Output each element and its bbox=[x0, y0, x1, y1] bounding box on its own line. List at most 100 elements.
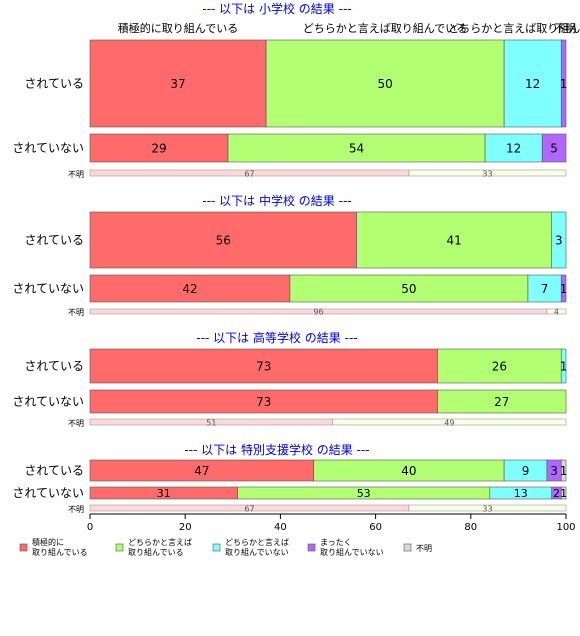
legend-label: 不明 bbox=[416, 544, 432, 553]
unknown-bar-segment bbox=[546, 308, 567, 315]
group-title: --- 以下は 小学校 の結果 --- bbox=[202, 1, 351, 16]
unknown-row-label: 不明 bbox=[68, 419, 84, 428]
unknown-bar-segment bbox=[408, 504, 567, 512]
group-title: --- 以下は 特別支援学校 の結果 --- bbox=[184, 442, 369, 457]
row-label: されている bbox=[24, 359, 84, 373]
row-label: されていない bbox=[12, 486, 84, 500]
legend-label: どちらかと言えば bbox=[225, 537, 289, 547]
data-label: 13 bbox=[514, 487, 528, 500]
x-tick-label: 60 bbox=[369, 522, 382, 533]
bar-segment bbox=[437, 389, 567, 414]
data-label: 2 bbox=[553, 487, 560, 500]
data-label: 1 bbox=[560, 77, 568, 91]
data-label: 9 bbox=[522, 464, 530, 478]
x-tick-label: 40 bbox=[274, 522, 287, 533]
data-label: 73 bbox=[256, 359, 271, 373]
row-label: されている bbox=[24, 464, 84, 478]
unknown-data-label: 51 bbox=[206, 419, 216, 428]
data-label: 12 bbox=[525, 77, 540, 91]
data-label: 73 bbox=[256, 395, 271, 409]
unknown-bar-segment bbox=[332, 418, 567, 426]
bar-segment bbox=[484, 133, 543, 163]
unknown-data-label: 33 bbox=[482, 170, 492, 179]
unknown-data-label: 67 bbox=[244, 170, 254, 179]
legend-label: まったく bbox=[320, 538, 352, 547]
bar-segment bbox=[527, 274, 562, 303]
bar-segment bbox=[560, 274, 567, 303]
data-label: 37 bbox=[170, 77, 185, 91]
data-label: 54 bbox=[349, 141, 364, 155]
bar-segment bbox=[560, 459, 567, 482]
data-label: 31 bbox=[157, 487, 171, 500]
row-label: されていない bbox=[12, 141, 84, 155]
data-label: 50 bbox=[401, 282, 416, 296]
bar-segment bbox=[89, 133, 229, 163]
row-label: されている bbox=[24, 233, 84, 247]
legend-swatch bbox=[19, 543, 28, 552]
bar-segment bbox=[356, 211, 553, 269]
data-label: 41 bbox=[446, 233, 461, 247]
unknown-row-label: 不明 bbox=[68, 505, 84, 514]
data-label: 56 bbox=[216, 233, 231, 247]
data-label: 1 bbox=[560, 282, 568, 296]
bar-segment bbox=[437, 348, 562, 384]
row-label: されている bbox=[24, 77, 84, 91]
data-label: 3 bbox=[550, 464, 558, 478]
legend-label: 取り組んでいない bbox=[320, 547, 384, 557]
x-tick-label: 100 bbox=[556, 522, 575, 533]
legend-swatch bbox=[212, 543, 221, 552]
legend-label: 取り組んでいる bbox=[32, 547, 88, 557]
unknown-row-label: 不明 bbox=[68, 170, 84, 179]
bar-segment bbox=[560, 348, 567, 384]
bar-segment bbox=[265, 39, 505, 128]
bar-segment bbox=[89, 348, 438, 384]
bar-segment bbox=[551, 211, 567, 269]
legend-swatch bbox=[115, 543, 124, 552]
data-label: 5 bbox=[550, 141, 558, 155]
data-label: 27 bbox=[494, 395, 509, 409]
x-tick-label: 20 bbox=[179, 522, 192, 533]
x-tick-label: 0 bbox=[87, 522, 93, 533]
data-label: 42 bbox=[182, 282, 197, 296]
x-tick-label: 80 bbox=[464, 522, 477, 533]
data-label: 1 bbox=[560, 464, 568, 478]
unknown-data-label: 67 bbox=[244, 505, 254, 514]
bar-segment bbox=[560, 486, 567, 500]
column-header: どちらかと言えば取り組んでいる bbox=[303, 22, 467, 35]
data-label: 3 bbox=[555, 233, 563, 247]
data-label: 26 bbox=[492, 359, 507, 373]
group-title: --- 以下は 中学校 の結果 --- bbox=[202, 193, 351, 208]
data-label: 1 bbox=[560, 487, 567, 500]
data-label: 7 bbox=[541, 282, 549, 296]
bar-segment bbox=[289, 274, 529, 303]
row-label: されていない bbox=[12, 282, 84, 296]
bar-segment bbox=[89, 211, 357, 269]
bar-segment bbox=[227, 133, 486, 163]
data-label: 12 bbox=[506, 141, 521, 155]
legend-label: 積極的に bbox=[32, 537, 64, 547]
legend-label: 取り組んでいる bbox=[128, 547, 184, 557]
unknown-data-label: 4 bbox=[554, 308, 559, 317]
data-label: 53 bbox=[357, 487, 371, 500]
data-label: 47 bbox=[194, 464, 209, 478]
data-label: 50 bbox=[377, 77, 392, 91]
bar-segment bbox=[541, 133, 567, 163]
row-label: されていない bbox=[12, 395, 84, 409]
column-header: 不明 bbox=[554, 22, 576, 35]
data-label: 1 bbox=[560, 359, 568, 373]
group-title: --- 以下は 高等学校 の結果 --- bbox=[196, 330, 357, 345]
bar-segment bbox=[89, 274, 291, 303]
unknown-data-label: 96 bbox=[313, 308, 323, 317]
unknown-row-label: 不明 bbox=[68, 308, 84, 317]
legend-label: 取り組んでいない bbox=[225, 547, 289, 557]
bar-segment bbox=[560, 39, 567, 128]
legend-label: どちらかと言えば bbox=[128, 537, 192, 547]
column-header: 積極的に取り組んでいる bbox=[118, 21, 238, 35]
data-label: 29 bbox=[151, 141, 166, 155]
unknown-data-label: 49 bbox=[444, 419, 454, 428]
legend-swatch bbox=[307, 543, 316, 552]
unknown-data-label: 33 bbox=[482, 505, 492, 514]
legend-swatch bbox=[403, 543, 412, 552]
